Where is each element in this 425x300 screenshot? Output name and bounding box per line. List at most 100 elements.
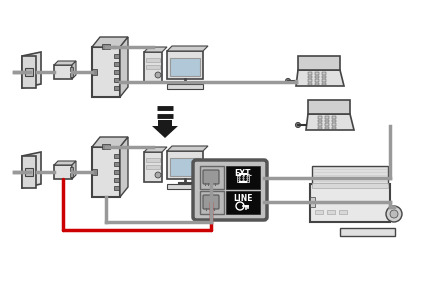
- Bar: [114, 154, 119, 158]
- FancyBboxPatch shape: [203, 195, 219, 209]
- Bar: [114, 70, 119, 74]
- Polygon shape: [167, 146, 208, 151]
- Bar: [167, 184, 203, 189]
- Bar: [332, 116, 336, 119]
- Bar: [322, 82, 326, 85]
- Bar: [144, 152, 162, 182]
- Text: EXT.: EXT.: [234, 169, 252, 178]
- Polygon shape: [296, 70, 344, 86]
- Bar: [325, 127, 329, 129]
- Bar: [146, 58, 160, 62]
- Bar: [312, 166, 388, 184]
- Bar: [315, 82, 319, 85]
- Bar: [146, 165, 160, 169]
- Bar: [312, 183, 388, 188]
- Polygon shape: [152, 120, 178, 138]
- Text: LINE: LINE: [233, 194, 253, 203]
- Bar: [308, 82, 312, 85]
- Circle shape: [155, 172, 161, 178]
- Bar: [332, 127, 336, 129]
- Bar: [308, 76, 312, 78]
- Bar: [114, 86, 119, 90]
- Bar: [25, 68, 33, 76]
- Bar: [102, 44, 110, 49]
- Bar: [167, 84, 203, 89]
- Bar: [318, 123, 322, 125]
- Bar: [315, 76, 319, 78]
- Bar: [308, 79, 312, 82]
- Polygon shape: [144, 147, 167, 152]
- Bar: [315, 72, 319, 74]
- Bar: [25, 168, 33, 176]
- Bar: [226, 166, 260, 189]
- Circle shape: [286, 79, 291, 83]
- Polygon shape: [72, 161, 76, 179]
- Bar: [70, 67, 73, 71]
- Bar: [170, 58, 200, 76]
- Bar: [92, 69, 97, 75]
- Bar: [310, 184, 390, 222]
- Bar: [315, 210, 323, 214]
- Polygon shape: [22, 52, 41, 88]
- Bar: [92, 47, 120, 97]
- Polygon shape: [92, 137, 128, 147]
- Bar: [114, 170, 119, 174]
- Bar: [70, 173, 73, 177]
- Bar: [322, 76, 326, 78]
- Bar: [114, 54, 119, 58]
- Bar: [200, 166, 224, 189]
- Bar: [54, 165, 72, 179]
- Bar: [92, 169, 97, 175]
- Bar: [54, 65, 72, 79]
- Bar: [114, 78, 119, 82]
- Polygon shape: [54, 61, 76, 65]
- Bar: [200, 191, 224, 214]
- FancyBboxPatch shape: [203, 170, 219, 184]
- Bar: [170, 158, 200, 176]
- Bar: [318, 116, 322, 119]
- Bar: [114, 178, 119, 182]
- Polygon shape: [54, 161, 76, 165]
- Polygon shape: [22, 152, 41, 188]
- Bar: [102, 144, 110, 149]
- Bar: [318, 119, 322, 122]
- Polygon shape: [308, 100, 350, 114]
- Polygon shape: [72, 61, 76, 79]
- Bar: [70, 73, 73, 77]
- Circle shape: [390, 210, 398, 218]
- Bar: [325, 119, 329, 122]
- Bar: [167, 51, 203, 79]
- Bar: [322, 72, 326, 74]
- Polygon shape: [167, 46, 208, 51]
- Bar: [146, 65, 160, 69]
- Bar: [70, 167, 73, 171]
- Bar: [114, 162, 119, 166]
- Circle shape: [155, 72, 161, 78]
- Polygon shape: [298, 56, 340, 70]
- Polygon shape: [144, 47, 167, 52]
- Bar: [226, 191, 260, 214]
- Bar: [144, 52, 162, 82]
- Bar: [146, 158, 160, 162]
- Bar: [114, 186, 119, 190]
- Polygon shape: [120, 37, 128, 97]
- Bar: [308, 72, 312, 74]
- Bar: [22, 156, 36, 188]
- FancyBboxPatch shape: [193, 160, 267, 220]
- Bar: [332, 119, 336, 122]
- Bar: [92, 147, 120, 197]
- Bar: [22, 56, 36, 88]
- Bar: [332, 123, 336, 125]
- Bar: [310, 197, 315, 207]
- Bar: [322, 79, 326, 82]
- Polygon shape: [92, 37, 128, 47]
- Bar: [325, 116, 329, 119]
- Circle shape: [386, 206, 402, 222]
- Polygon shape: [120, 137, 128, 197]
- Bar: [114, 62, 119, 66]
- Polygon shape: [306, 114, 354, 130]
- Circle shape: [295, 122, 300, 128]
- Bar: [315, 79, 319, 82]
- Bar: [167, 151, 203, 179]
- Bar: [340, 228, 395, 236]
